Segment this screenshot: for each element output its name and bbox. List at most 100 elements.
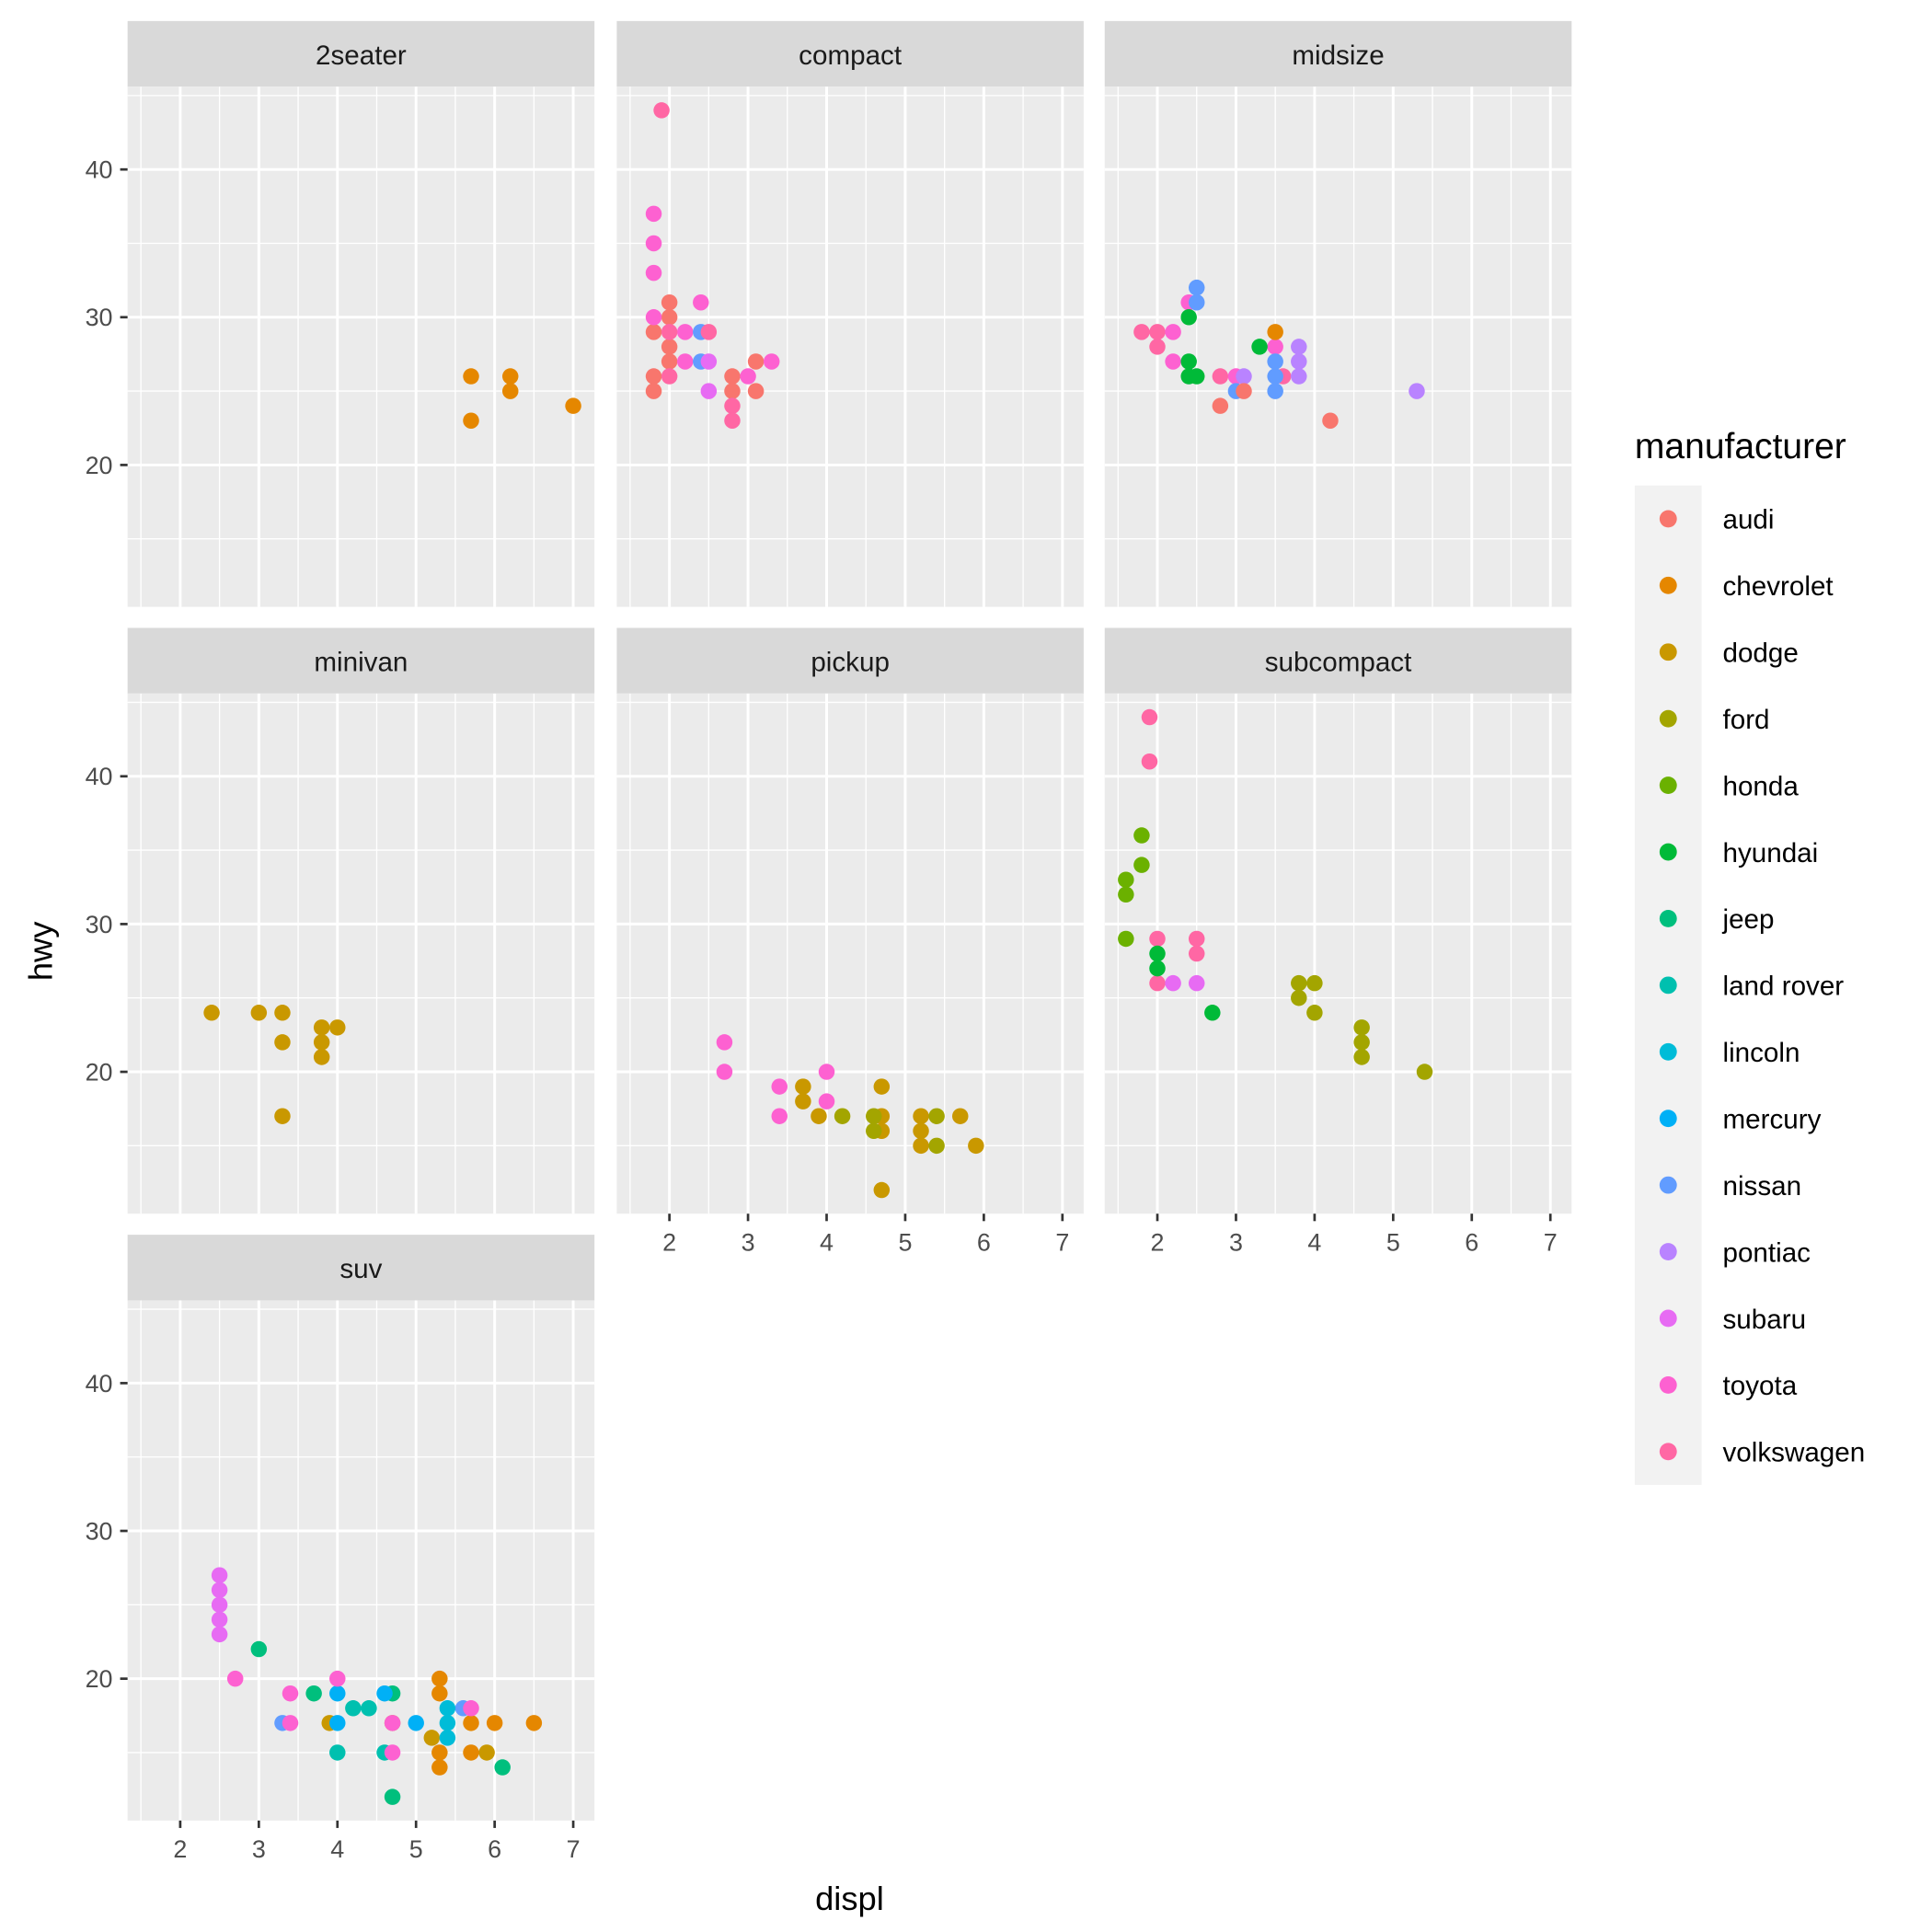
- data-point-audi: [661, 339, 678, 355]
- legend-item: toyota: [1659, 1371, 1798, 1401]
- panel-background: [127, 86, 595, 607]
- data-point-chevrolet: [431, 1685, 448, 1702]
- data-point-nissan: [1188, 293, 1205, 311]
- data-point-volkswagen: [1149, 930, 1166, 948]
- x-tick-label: 6: [977, 1229, 991, 1257]
- legend-label: honda: [1723, 771, 1800, 801]
- legend-label: chevrolet: [1723, 571, 1834, 602]
- panel-background: [1104, 86, 1572, 607]
- data-point-volkswagen: [1149, 339, 1166, 355]
- data-point-toyota: [384, 1715, 401, 1731]
- data-point-toyota: [645, 235, 662, 252]
- facet-panel-2seater: 2seater 20 30 40: [86, 20, 595, 607]
- data-point-toyota: [1267, 339, 1283, 355]
- x-tick-label: 3: [252, 1835, 266, 1863]
- data-point-volkswagen: [1149, 974, 1166, 992]
- data-point-audi: [661, 353, 678, 370]
- data-point-subaru: [700, 353, 718, 370]
- facet-panel-midsize: midsize: [1104, 20, 1572, 607]
- data-point-dodge: [313, 1019, 330, 1036]
- legend-item: jeep: [1659, 904, 1774, 935]
- data-point-lincoln: [439, 1700, 456, 1717]
- x-tick-label: 7: [567, 1835, 581, 1863]
- y-tick-label: 30: [86, 911, 113, 938]
- data-point-hyundai: [1180, 309, 1197, 326]
- data-point-chevrolet: [501, 383, 519, 399]
- legend-label: toyota: [1723, 1371, 1798, 1401]
- data-point-jeep: [250, 1640, 268, 1658]
- data-point-toyota: [676, 324, 694, 340]
- data-point-hyundai: [1149, 945, 1166, 962]
- data-point-ford: [928, 1108, 945, 1124]
- data-point-dodge: [274, 1108, 291, 1124]
- legend-label: audi: [1723, 505, 1775, 535]
- data-point-hyundai: [1204, 1005, 1221, 1021]
- data-point-toyota: [676, 353, 694, 370]
- legend-key-ford: [1659, 709, 1677, 728]
- panel-background: [127, 693, 595, 1214]
- data-point-volkswagen: [1188, 930, 1205, 948]
- legend-key-volkswagen: [1659, 1443, 1677, 1461]
- data-point-toyota: [716, 1034, 733, 1051]
- data-point-honda: [1118, 930, 1134, 948]
- data-point-subaru: [211, 1596, 228, 1614]
- strip-background: [616, 20, 1084, 87]
- data-point-hyundai: [1180, 353, 1197, 370]
- data-point-dodge: [873, 1181, 891, 1199]
- data-point-land-rover: [361, 1700, 377, 1717]
- data-point-chevrolet: [565, 397, 581, 414]
- data-point-jeep: [494, 1759, 511, 1776]
- data-point-toyota: [771, 1108, 788, 1124]
- data-point-volkswagen: [653, 102, 670, 119]
- legend-item: dodge: [1659, 638, 1799, 669]
- data-point-ford: [1306, 1005, 1323, 1021]
- data-point-audi: [645, 383, 662, 399]
- x-tick-label: 4: [1307, 1229, 1321, 1257]
- data-point-ford: [1353, 1034, 1370, 1051]
- data-point-mercury: [376, 1685, 393, 1702]
- data-point-pontiac: [1291, 353, 1307, 370]
- data-point-lincoln: [439, 1730, 456, 1746]
- data-point-chevrolet: [463, 368, 479, 385]
- y-tick-label: 20: [86, 452, 113, 479]
- data-point-ford: [1291, 974, 1307, 992]
- data-point-audi: [1236, 383, 1252, 399]
- data-point-dodge: [913, 1137, 929, 1155]
- data-point-dodge: [795, 1093, 811, 1110]
- legend-label: mercury: [1723, 1104, 1822, 1134]
- legend-key-mercury: [1659, 1110, 1677, 1128]
- panel-background: [616, 693, 1084, 1214]
- y-tick-label: 20: [86, 1665, 113, 1693]
- data-point-dodge: [313, 1034, 330, 1051]
- data-point-toyota: [771, 1078, 788, 1095]
- x-tick-label: 4: [330, 1835, 344, 1863]
- strip-label: midsize: [1292, 40, 1384, 71]
- data-point-nissan: [1267, 383, 1283, 399]
- legend-label: ford: [1723, 705, 1770, 735]
- data-point-audi: [747, 353, 765, 370]
- legend-item: honda: [1659, 771, 1800, 801]
- x-axis-title: displ: [815, 1880, 884, 1917]
- data-point-chevrolet: [431, 1744, 448, 1761]
- data-point-honda: [1118, 886, 1134, 903]
- data-point-honda: [1118, 871, 1134, 888]
- strip-label: subcompact: [1265, 648, 1412, 678]
- legend-label: dodge: [1723, 638, 1799, 669]
- strip-background: [616, 627, 1084, 694]
- data-point-dodge: [329, 1019, 346, 1036]
- data-point-pontiac: [1291, 339, 1307, 355]
- legend-item: land rover: [1659, 972, 1844, 1002]
- strip-label: compact: [799, 40, 903, 71]
- data-point-volkswagen: [700, 324, 718, 340]
- x-tick-label: 3: [742, 1229, 755, 1257]
- data-point-land-rover: [345, 1700, 362, 1717]
- strip-background: [127, 20, 595, 87]
- data-point-volkswagen: [1149, 324, 1166, 340]
- legend-item: nissan: [1659, 1171, 1801, 1202]
- data-point-nissan: [1267, 353, 1283, 370]
- data-point-subaru: [1188, 974, 1205, 992]
- strip-label: 2seater: [316, 40, 407, 71]
- data-point-dodge: [274, 1005, 291, 1021]
- legend-key-pontiac: [1659, 1243, 1677, 1260]
